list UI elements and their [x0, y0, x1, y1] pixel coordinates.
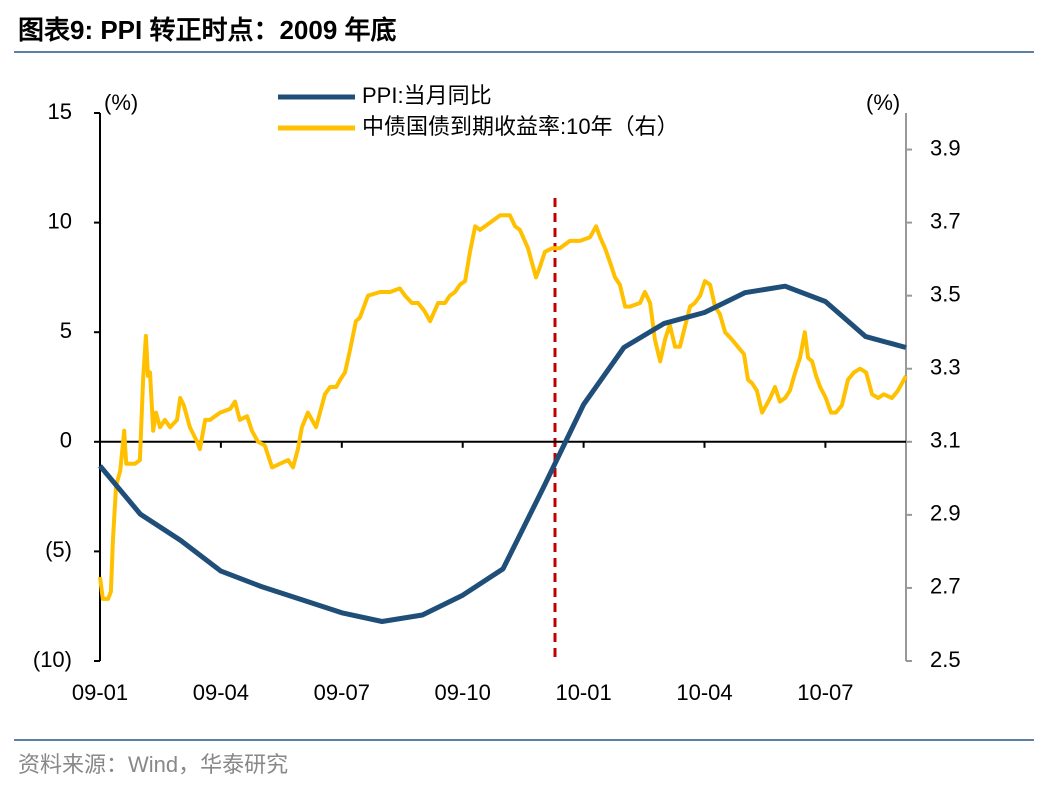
- legend-label: PPI:当月同比: [362, 83, 492, 108]
- y2-tick-label: 3.9: [930, 135, 961, 160]
- x-tick-label: 10-07: [797, 680, 853, 705]
- y-unit: (%): [104, 90, 138, 115]
- x-tick-label: 09-10: [435, 680, 491, 705]
- y2-tick-label: 3.7: [930, 208, 961, 233]
- series-line: [98, 283, 907, 624]
- y2-tick-label: 3.1: [930, 428, 961, 453]
- source-note: 资料来源：Wind，华泰研究: [18, 752, 288, 777]
- legend-label: 中债国债到期收益率:10年（右）: [362, 114, 679, 139]
- y2-tick-label: 2.9: [930, 501, 961, 526]
- x-tick-label: 09-04: [193, 680, 249, 705]
- series-line: [98, 213, 908, 601]
- x-tick-label: 09-01: [72, 680, 128, 705]
- y2-tick-label: 3.3: [930, 355, 961, 380]
- y-tick-label: 15: [48, 99, 72, 124]
- y-tick-label: 5: [60, 318, 72, 343]
- x-tick-label: 10-01: [555, 680, 611, 705]
- chart-title: 图表9: PPI 转正时点：2009 年底: [18, 15, 397, 45]
- x-tick-label: 09-07: [314, 680, 370, 705]
- y2-tick-label: 2.7: [930, 574, 961, 599]
- y-tick-label: (5): [45, 537, 72, 562]
- y2-tick-label: 3.5: [930, 281, 961, 306]
- x-tick-label: 10-04: [676, 680, 732, 705]
- y-tick-label: (10): [33, 647, 72, 672]
- y2-tick-label: 2.5: [930, 647, 961, 672]
- y-tick-label: 10: [48, 208, 72, 233]
- y2-unit: (%): [866, 90, 900, 115]
- y-tick-label: 0: [60, 428, 72, 453]
